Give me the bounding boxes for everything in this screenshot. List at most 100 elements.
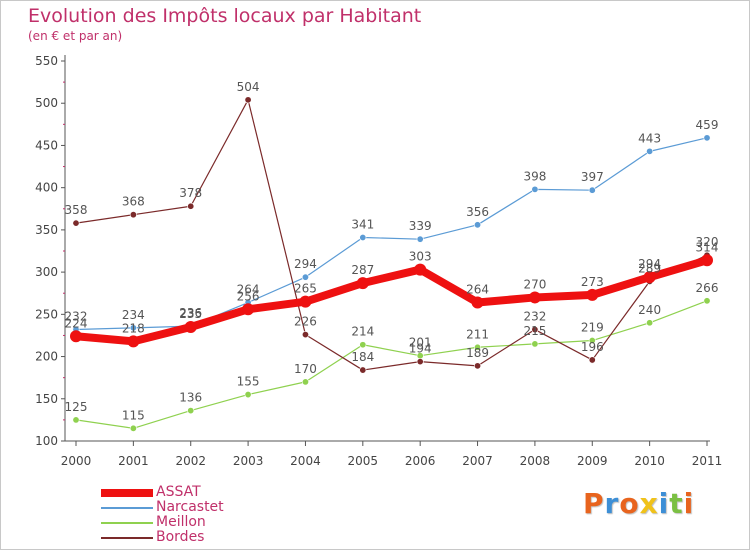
legend-label: ASSAT <box>156 484 201 500</box>
data-label-narcastet: 443 <box>638 131 661 145</box>
data-label-narcastet: 264 <box>237 283 260 297</box>
data-label-bordes: 189 <box>466 346 489 360</box>
y-tick-label: 450 <box>35 138 58 152</box>
data-label-meillon: 214 <box>351 325 374 339</box>
y-tick-label: 150 <box>35 392 58 406</box>
data-label-narcastet: 459 <box>696 118 719 132</box>
data-label-bordes: 358 <box>65 203 88 217</box>
data-point-meillon <box>588 337 596 345</box>
proxiti-logo: Proxiti <box>583 487 695 520</box>
x-tick-label: 2006 <box>405 454 436 468</box>
legend-label: Narcastet <box>156 499 224 515</box>
data-label-assat: 314 <box>696 240 719 254</box>
data-point-narcastet <box>129 324 137 332</box>
legend-swatch <box>101 489 153 497</box>
data-label-bordes: 378 <box>179 186 202 200</box>
data-label-assat: 294 <box>638 257 661 271</box>
data-label-meillon: 125 <box>65 400 88 414</box>
chart-subtitle: (en € et par an) <box>28 29 123 43</box>
data-point-bordes <box>187 202 195 210</box>
x-tick-label: 2007 <box>462 454 493 468</box>
data-point-bordes <box>474 362 482 370</box>
data-point-narcastet <box>301 273 309 281</box>
x-tick-label: 2011 <box>692 454 723 468</box>
series-line-meillon <box>75 300 708 429</box>
x-tick-label: 2009 <box>577 454 608 468</box>
x-tick-label: 2008 <box>520 454 551 468</box>
data-label-narcastet: 339 <box>409 219 432 233</box>
data-point-assat <box>586 288 599 301</box>
data-label-assat: 270 <box>523 277 546 291</box>
data-point-assat <box>471 296 484 309</box>
data-point-bordes <box>301 331 309 339</box>
data-label-meillon: 219 <box>581 321 604 335</box>
data-point-bordes <box>359 366 367 374</box>
data-label-meillon: 201 <box>409 336 432 350</box>
data-point-assat <box>701 254 713 267</box>
data-point-narcastet <box>531 185 539 193</box>
data-point-assat <box>242 303 255 316</box>
data-label-narcastet: 232 <box>65 310 88 324</box>
y-tick-label: 400 <box>35 181 58 195</box>
y-tick-label: 250 <box>35 307 58 321</box>
y-tick-label: 500 <box>35 96 58 110</box>
data-point-narcastet <box>359 233 367 241</box>
data-point-meillon <box>703 297 711 305</box>
x-tick-label: 2004 <box>290 454 321 468</box>
data-point-narcastet <box>588 186 596 194</box>
data-point-assat <box>528 291 541 304</box>
data-label-bordes: 194 <box>409 342 432 356</box>
data-label-bordes: 184 <box>351 350 374 364</box>
data-point-bordes <box>244 96 252 104</box>
data-point-meillon <box>531 340 539 348</box>
data-point-assat <box>414 263 427 276</box>
y-tick-label: 300 <box>35 265 58 279</box>
legend-label: Bordes <box>156 529 205 545</box>
data-point-meillon <box>187 407 195 415</box>
series-line-bordes <box>75 99 708 371</box>
data-point-assat <box>184 321 197 333</box>
x-tick-label: 2000 <box>61 454 92 468</box>
data-point-meillon <box>646 319 654 327</box>
data-label-meillon: 155 <box>237 375 260 389</box>
data-label-meillon: 136 <box>179 391 202 405</box>
data-label-narcastet: 234 <box>122 308 145 322</box>
legend-label: Meillon <box>156 514 206 530</box>
y-tick-label: 200 <box>35 350 58 364</box>
data-point-narcastet <box>474 221 482 229</box>
data-point-narcastet <box>703 134 711 142</box>
data-point-meillon <box>244 391 252 399</box>
data-point-meillon <box>129 424 137 432</box>
series-line-assat <box>72 256 711 346</box>
data-point-assat <box>643 271 656 284</box>
legend-swatch <box>101 537 153 539</box>
data-point-narcastet <box>416 235 424 243</box>
data-label-narcastet: 398 <box>523 169 546 183</box>
data-label-assat: 264 <box>466 283 489 297</box>
data-label-narcastet: 397 <box>581 170 604 184</box>
data-label-bordes: 368 <box>122 195 145 209</box>
data-point-meillon <box>474 343 482 351</box>
data-point-meillon <box>72 416 80 424</box>
data-point-bordes <box>416 358 424 366</box>
data-label-narcastet: 341 <box>351 217 374 231</box>
data-label-assat: 273 <box>581 275 604 289</box>
y-tick-label: 550 <box>35 54 58 68</box>
data-point-assat <box>356 277 369 290</box>
data-point-bordes <box>72 219 80 227</box>
data-label-bordes: 226 <box>294 315 317 329</box>
data-point-bordes <box>129 211 137 219</box>
data-label-meillon: 211 <box>466 327 489 341</box>
chart-title: Evolution des Impôts locaux par Habitant <box>28 5 422 27</box>
legend-swatch <box>101 507 153 509</box>
series-line-narcastet <box>75 137 708 331</box>
data-label-narcastet: 236 <box>179 306 202 320</box>
data-label-narcastet: 294 <box>294 257 317 271</box>
data-point-meillon <box>359 341 367 349</box>
data-label-assat: 235 <box>179 307 202 321</box>
legend-swatch <box>101 522 153 524</box>
x-tick-label: 2003 <box>233 454 264 468</box>
y-tick-label: 350 <box>35 223 58 237</box>
data-label-assat: 224 <box>65 316 88 330</box>
